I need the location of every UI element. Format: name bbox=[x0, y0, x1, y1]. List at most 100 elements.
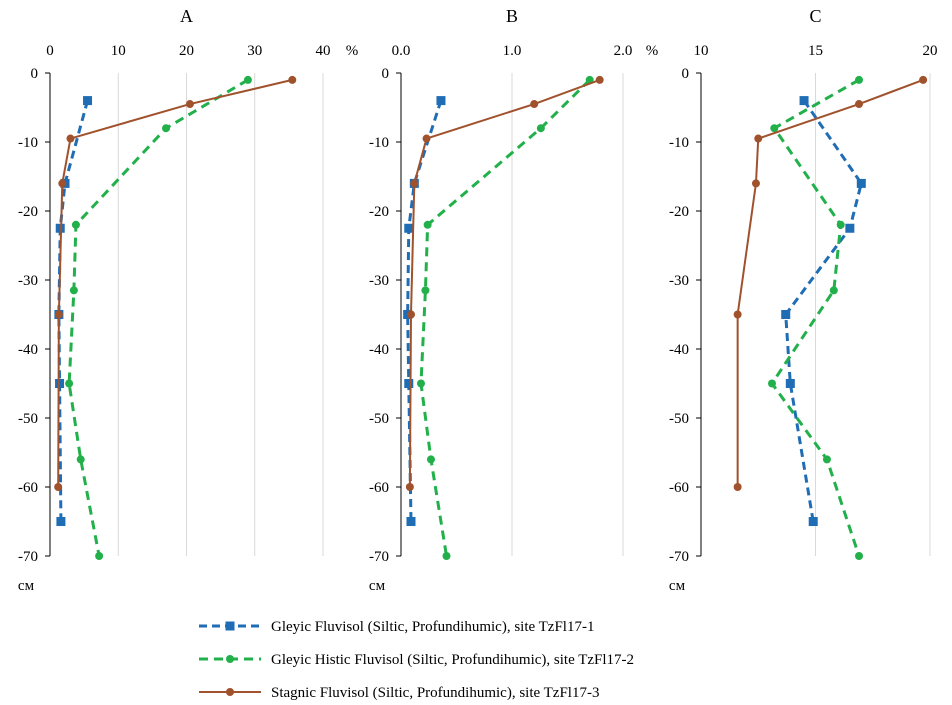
data-point bbox=[54, 483, 63, 491]
panel-C: 10 15 20 0 -10 -20 -30 -40 -50 -60 -70 Cсм bbox=[669, 6, 938, 594]
panel-title: C bbox=[809, 6, 821, 26]
data-point bbox=[405, 483, 414, 491]
y-tick-label: -60 bbox=[18, 480, 38, 496]
y-tick-label: 0 bbox=[31, 66, 39, 82]
panel-title: A bbox=[180, 6, 193, 26]
y-tick-label: -20 bbox=[18, 204, 38, 220]
data-point bbox=[442, 552, 451, 560]
series-s1 bbox=[781, 96, 866, 526]
data-point bbox=[536, 124, 545, 133]
y-tick-label: -50 bbox=[369, 411, 389, 427]
y-tick-label: -10 bbox=[669, 135, 689, 151]
data-point bbox=[406, 517, 416, 526]
y-tick-label: -20 bbox=[669, 204, 689, 220]
x-tick-label: 20 bbox=[179, 43, 194, 59]
data-point bbox=[799, 96, 809, 106]
data-point bbox=[530, 100, 539, 109]
data-point bbox=[845, 223, 855, 233]
series-s2 bbox=[65, 75, 252, 560]
data-point bbox=[410, 179, 419, 188]
legend-item-s2: Gleyic Histic Fluvisol (Siltic, Profundi… bbox=[199, 652, 634, 668]
series-line bbox=[408, 78, 601, 488]
y-unit-label: см bbox=[18, 578, 35, 594]
x-tick-label: 2.0 bbox=[614, 43, 633, 59]
data-point bbox=[754, 134, 763, 143]
data-point bbox=[785, 379, 795, 388]
data-point bbox=[69, 286, 78, 295]
legend-label: Stagnic Fluvisol (Siltic, Profundihumic)… bbox=[271, 685, 599, 701]
x-tick-label: 40 bbox=[316, 43, 331, 59]
data-point bbox=[404, 223, 414, 233]
y-tick-label: -40 bbox=[669, 342, 689, 358]
y-tick-label: -20 bbox=[369, 204, 389, 220]
y-tick-label: -30 bbox=[369, 273, 389, 289]
data-point bbox=[66, 134, 75, 143]
y-tick-label: -10 bbox=[18, 135, 38, 151]
data-point bbox=[404, 379, 414, 388]
y-tick-label: -40 bbox=[18, 342, 38, 358]
data-point bbox=[733, 483, 742, 491]
data-point bbox=[162, 124, 171, 133]
y-tick-label: -50 bbox=[669, 411, 689, 427]
data-point bbox=[423, 220, 432, 229]
y-tick-label: 0 bbox=[682, 66, 690, 82]
series-line bbox=[736, 78, 924, 487]
data-point bbox=[822, 455, 831, 464]
x-unit-label: % bbox=[346, 43, 359, 59]
series-line bbox=[67, 78, 249, 557]
data-point bbox=[76, 455, 85, 464]
y-tick-label: -70 bbox=[369, 549, 389, 565]
series-s3 bbox=[405, 75, 604, 491]
data-point bbox=[58, 179, 67, 188]
y-tick-label: -60 bbox=[669, 480, 689, 496]
data-point bbox=[56, 517, 66, 526]
data-point bbox=[288, 75, 297, 84]
data-point bbox=[71, 220, 80, 229]
legend-item-s3: Stagnic Fluvisol (Siltic, Profundihumic)… bbox=[199, 685, 599, 701]
series-s3 bbox=[54, 75, 297, 491]
legend-label: Gleyic Histic Fluvisol (Siltic, Profundi… bbox=[271, 652, 634, 668]
y-unit-label: см bbox=[369, 578, 386, 594]
x-tick-label: 10 bbox=[111, 43, 126, 59]
panel-title: B bbox=[506, 6, 518, 26]
series-line bbox=[57, 78, 293, 488]
y-unit-label: см bbox=[669, 578, 686, 594]
y-tick-label: 0 bbox=[382, 66, 390, 82]
legend-marker bbox=[225, 621, 235, 631]
data-point bbox=[436, 96, 446, 106]
y-tick-label: -10 bbox=[369, 135, 389, 151]
data-point bbox=[770, 124, 779, 133]
series-s2 bbox=[767, 75, 864, 560]
data-point bbox=[733, 310, 742, 319]
x-tick-label: 20 bbox=[923, 43, 938, 59]
data-point bbox=[781, 310, 791, 319]
data-point bbox=[406, 310, 415, 319]
x-tick-label: 1.0 bbox=[503, 43, 522, 59]
data-point bbox=[836, 220, 845, 229]
data-point bbox=[919, 75, 928, 84]
series-s3 bbox=[733, 75, 928, 491]
panel-A: 0 10 20 30 40 0 -10 -20 -30 -40 -50 -60 -70 A% см bbox=[18, 6, 358, 594]
data-point bbox=[855, 552, 864, 560]
panel-B: 0.0 1.0 2.0 0 -10 -20 -30 -40 -50 -60 -70 B% см bbox=[369, 6, 658, 594]
data-point bbox=[83, 96, 93, 106]
data-point bbox=[829, 286, 838, 295]
data-point bbox=[767, 379, 776, 388]
y-tick-label: -30 bbox=[18, 273, 38, 289]
data-point bbox=[416, 379, 425, 388]
data-point bbox=[856, 178, 866, 188]
y-tick-label: -70 bbox=[18, 549, 38, 565]
data-point bbox=[595, 75, 604, 84]
y-tick-label: -60 bbox=[369, 480, 389, 496]
legend-marker bbox=[226, 688, 234, 696]
legend: Gleyic Fluvisol (Siltic, Profundihumic),… bbox=[199, 619, 634, 701]
data-point bbox=[808, 517, 818, 526]
data-point bbox=[855, 100, 864, 109]
series-s2 bbox=[416, 75, 594, 560]
y-tick-label: -40 bbox=[369, 342, 389, 358]
x-tick-label: 30 bbox=[247, 43, 262, 59]
series-line bbox=[419, 78, 591, 557]
series-line bbox=[784, 99, 863, 522]
data-point bbox=[751, 179, 760, 188]
